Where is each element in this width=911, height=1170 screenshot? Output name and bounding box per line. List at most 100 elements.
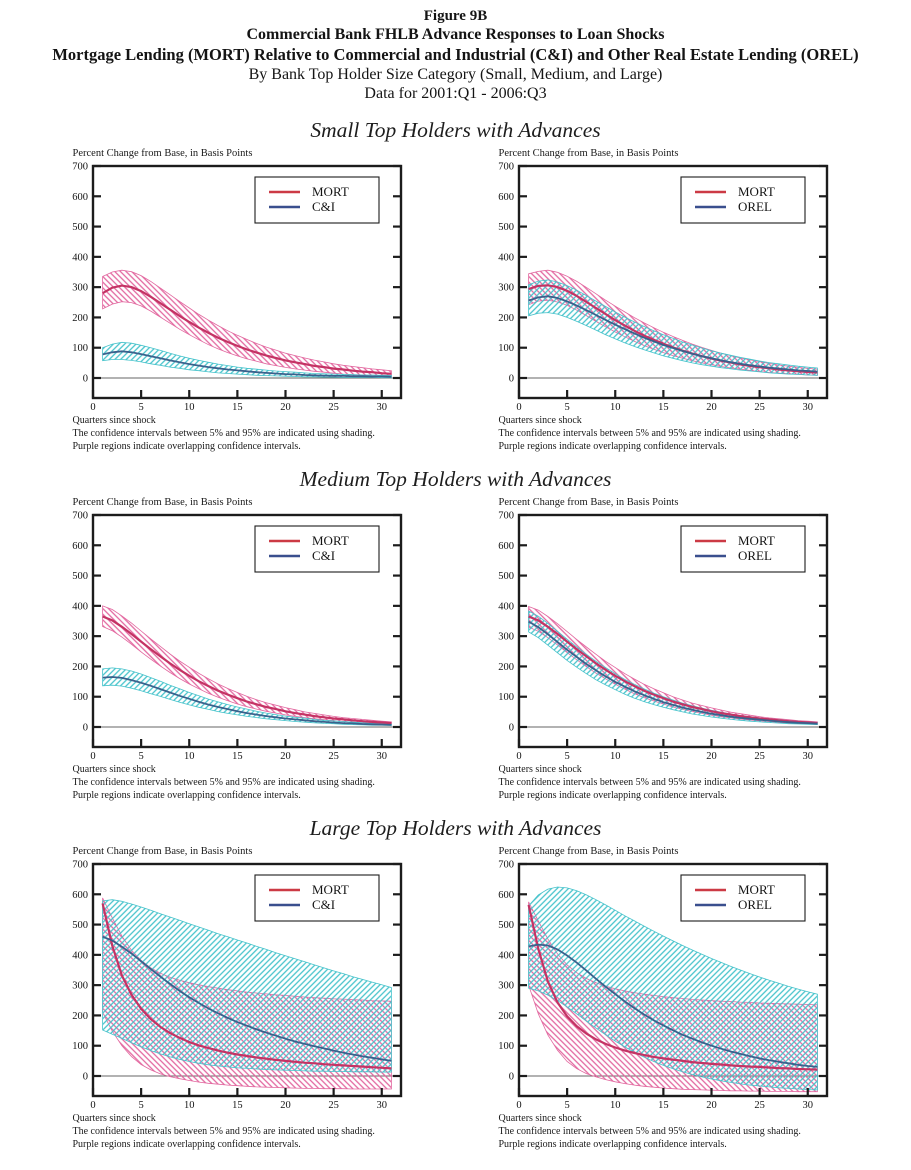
svg-text:MORT: MORT <box>738 184 775 199</box>
svg-text:C&I: C&I <box>312 548 335 563</box>
svg-text:600: 600 <box>498 192 514 203</box>
charts-row-medium: Percent Change from Base, in Basis Point… <box>0 494 911 802</box>
svg-text:0: 0 <box>90 1100 95 1111</box>
svg-text:5: 5 <box>564 402 569 413</box>
section-large: Large Top Holders with Advances Percent … <box>0 816 911 1151</box>
svg-text:700: 700 <box>498 859 514 870</box>
svg-text:400: 400 <box>72 601 88 612</box>
y-axis-title: Percent Change from Base, in Basis Point… <box>498 147 679 159</box>
x-axis-title: Quarters since shock <box>498 414 582 426</box>
svg-text:0: 0 <box>516 402 521 413</box>
svg-text:MORT: MORT <box>738 533 775 548</box>
svg-text:400: 400 <box>498 252 514 263</box>
svg-text:300: 300 <box>72 632 88 643</box>
svg-text:25: 25 <box>754 751 765 762</box>
svg-text:400: 400 <box>498 950 514 961</box>
footnote-shading: The confidence intervals between 5% and … <box>72 1125 375 1137</box>
svg-text:300: 300 <box>498 981 514 992</box>
svg-text:300: 300 <box>498 632 514 643</box>
figure-title: Commercial Bank FHLB Advance Responses t… <box>246 26 665 44</box>
svg-text:500: 500 <box>498 920 514 931</box>
svg-text:15: 15 <box>658 751 669 762</box>
svg-text:5: 5 <box>138 1100 143 1111</box>
x-axis-title: Quarters since shock <box>72 414 156 426</box>
svg-text:MORT: MORT <box>312 533 349 548</box>
chart-large-mort-cai: Percent Change from Base, in Basis Point… <box>57 843 429 1151</box>
svg-text:25: 25 <box>328 402 339 413</box>
chart-large-mort-orel: Percent Change from Base, in Basis Point… <box>483 843 855 1151</box>
svg-text:OREL: OREL <box>738 199 772 214</box>
svg-text:200: 200 <box>498 313 514 324</box>
svg-text:500: 500 <box>498 571 514 582</box>
svg-text:15: 15 <box>658 1100 669 1111</box>
y-axis-title: Percent Change from Base, in Basis Point… <box>72 845 253 857</box>
svg-text:0: 0 <box>90 402 95 413</box>
svg-text:15: 15 <box>232 1100 243 1111</box>
svg-text:700: 700 <box>498 161 514 172</box>
x-axis-title: Quarters since shock <box>498 1112 582 1124</box>
chart-small-mort-orel: Percent Change from Base, in Basis Point… <box>483 145 855 453</box>
svg-text:100: 100 <box>498 1041 514 1052</box>
svg-text:25: 25 <box>754 402 765 413</box>
svg-text:400: 400 <box>72 950 88 961</box>
svg-text:20: 20 <box>280 751 291 762</box>
section-medium: Medium Top Holders with Advances Percent… <box>0 467 911 802</box>
svg-text:500: 500 <box>72 222 88 233</box>
svg-text:400: 400 <box>498 601 514 612</box>
svg-text:10: 10 <box>184 1100 195 1111</box>
svg-text:300: 300 <box>72 283 88 294</box>
svg-text:10: 10 <box>610 402 621 413</box>
figure-subtitle: Mortgage Lending (MORT) Relative to Comm… <box>52 44 859 64</box>
svg-text:500: 500 <box>72 571 88 582</box>
svg-text:OREL: OREL <box>738 548 772 563</box>
svg-text:10: 10 <box>184 402 195 413</box>
section-title-large: Large Top Holders with Advances <box>309 815 602 840</box>
svg-text:0: 0 <box>508 722 513 733</box>
svg-text:200: 200 <box>498 1011 514 1022</box>
charts-row-large: Percent Change from Base, in Basis Point… <box>0 843 911 1151</box>
plot-area: 0 100 200 300 400 500 600 700 0 5 10 15 20 25 30 MORT OR… <box>483 160 855 414</box>
svg-text:20: 20 <box>706 751 717 762</box>
svg-text:100: 100 <box>498 692 514 703</box>
section-title-medium: Medium Top Holders with Advances <box>299 466 612 491</box>
svg-text:MORT: MORT <box>312 882 349 897</box>
svg-text:20: 20 <box>280 1100 291 1111</box>
svg-text:5: 5 <box>138 402 143 413</box>
footnote-shading: The confidence intervals between 5% and … <box>72 776 375 788</box>
footnote-purple: Purple regions indicate overlapping conf… <box>72 789 301 801</box>
y-axis-title: Percent Change from Base, in Basis Point… <box>72 147 253 159</box>
x-axis-title: Quarters since shock <box>72 763 156 775</box>
svg-text:10: 10 <box>184 751 195 762</box>
svg-text:100: 100 <box>72 692 88 703</box>
footnote-purple: Purple regions indicate overlapping conf… <box>498 789 727 801</box>
svg-text:0: 0 <box>82 373 87 384</box>
plot-area: 0 100 200 300 400 500 600 700 0 5 10 15 20 25 30 MORT C&… <box>57 509 429 763</box>
svg-text:300: 300 <box>72 981 88 992</box>
y-axis-title: Percent Change from Base, in Basis Point… <box>72 496 253 508</box>
svg-text:700: 700 <box>72 859 88 870</box>
svg-text:15: 15 <box>232 751 243 762</box>
footnote-shading: The confidence intervals between 5% and … <box>498 1125 801 1137</box>
svg-text:600: 600 <box>72 541 88 552</box>
plot-area: 0 100 200 300 400 500 600 700 0 5 10 15 20 25 30 MORT OR… <box>483 858 855 1112</box>
svg-text:30: 30 <box>802 751 813 762</box>
y-axis-title: Percent Change from Base, in Basis Point… <box>498 845 679 857</box>
svg-text:600: 600 <box>72 890 88 901</box>
svg-text:200: 200 <box>72 313 88 324</box>
svg-text:5: 5 <box>138 751 143 762</box>
svg-text:600: 600 <box>72 192 88 203</box>
figure-title-block: Figure 9B Commercial Bank FHLB Advance R… <box>0 0 911 104</box>
svg-text:10: 10 <box>610 751 621 762</box>
y-axis-title: Percent Change from Base, in Basis Point… <box>498 496 679 508</box>
svg-text:C&I: C&I <box>312 897 335 912</box>
section-title-small: Small Top Holders with Advances <box>310 117 601 142</box>
svg-text:15: 15 <box>658 402 669 413</box>
chart-medium-mort-cai: Percent Change from Base, in Basis Point… <box>57 494 429 802</box>
svg-text:100: 100 <box>72 1041 88 1052</box>
figure-number: Figure 9B <box>423 8 488 24</box>
svg-text:15: 15 <box>232 402 243 413</box>
x-axis-title: Quarters since shock <box>72 1112 156 1124</box>
svg-text:200: 200 <box>72 662 88 673</box>
svg-text:30: 30 <box>802 1100 813 1111</box>
svg-text:0: 0 <box>516 751 521 762</box>
